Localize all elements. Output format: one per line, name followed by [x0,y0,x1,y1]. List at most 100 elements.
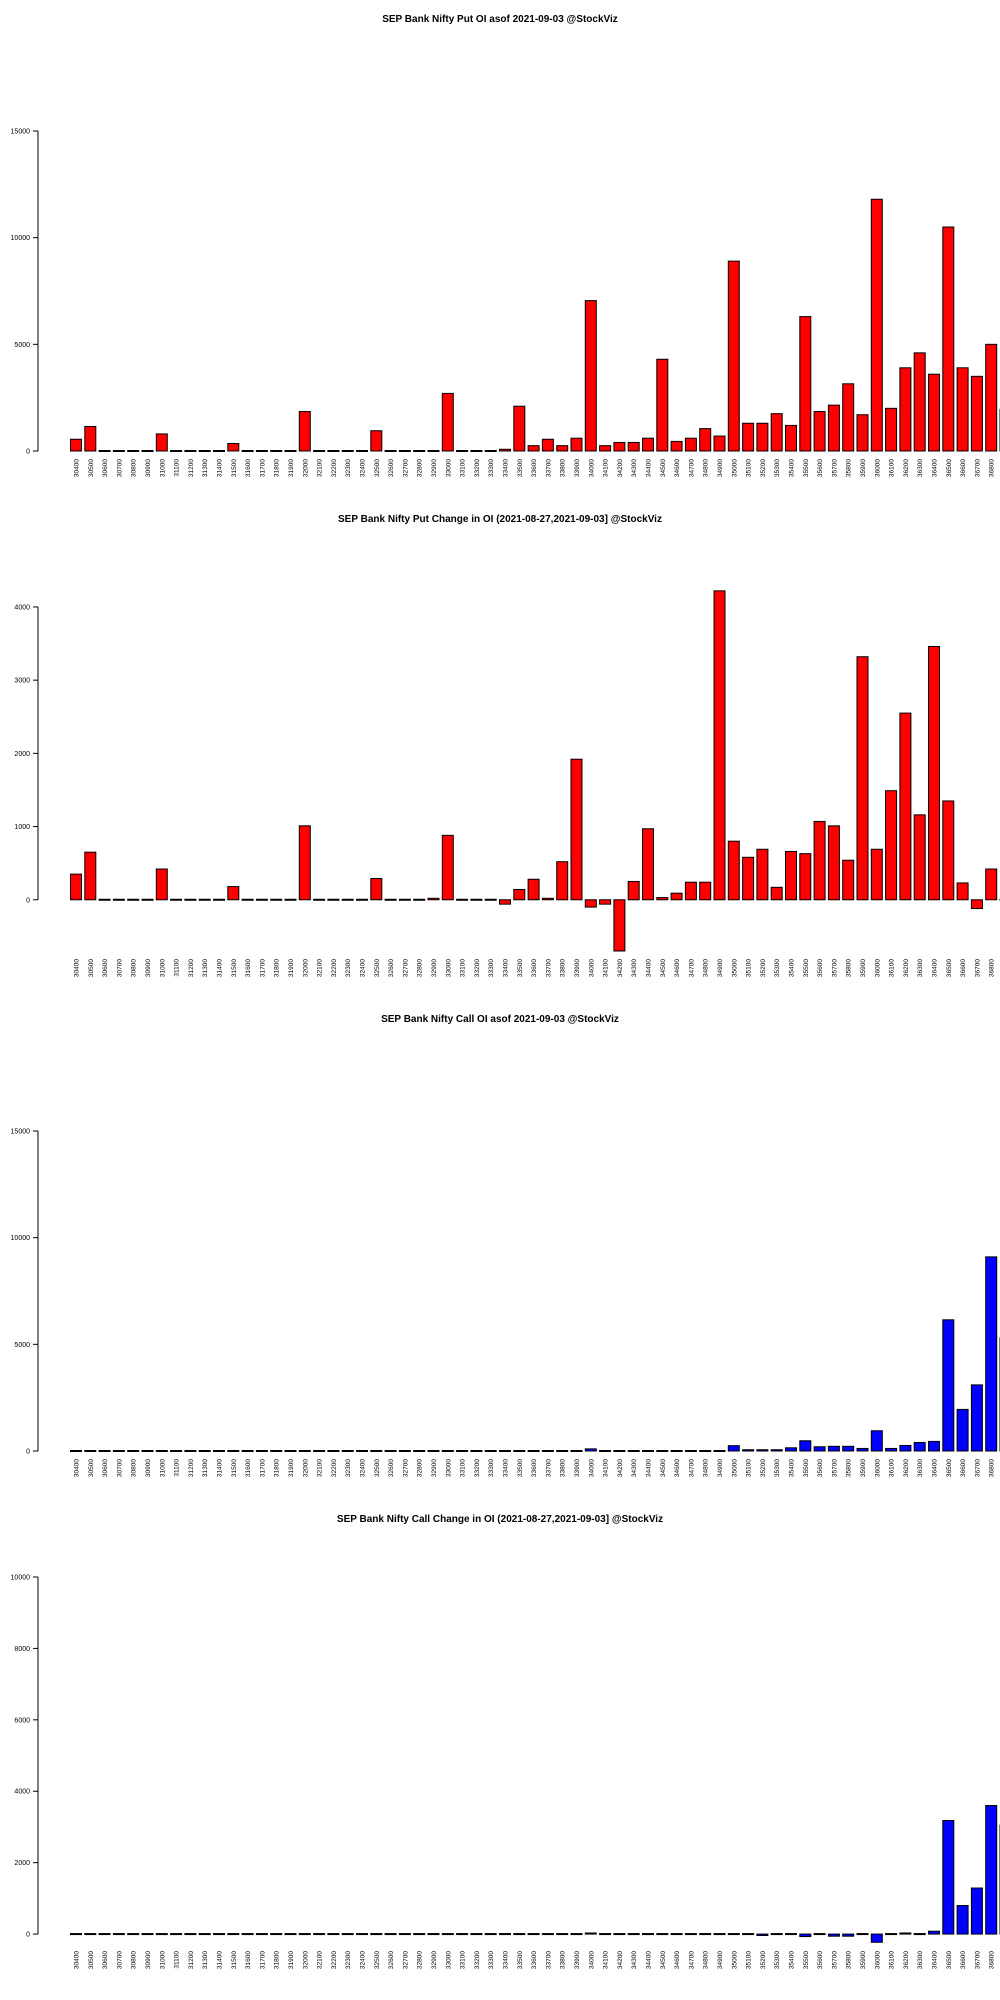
bar-35800 [842,383,855,452]
bar-33100 [456,450,469,452]
bar-34500 [656,358,669,452]
x-tick-label: 32900 [431,459,438,477]
x-tick-label: 33400 [503,1459,510,1477]
bar-30900 [141,450,154,452]
y-tick-label: 8000 [14,1646,30,1653]
x-tick-label: 31000 [159,1951,166,1969]
bar-30800 [127,898,140,901]
x-tick-label: 34000 [588,459,595,477]
bar-34300 [627,880,640,901]
bar-35600 [813,411,826,452]
bar-32600 [384,898,397,901]
x-tick-label: 33100 [460,459,467,477]
bar-33500 [513,889,526,901]
bar-31300 [198,1450,211,1452]
bar-36700 [970,1887,983,1935]
x-tick-label: 35300 [774,459,781,477]
bar-36500 [942,226,955,452]
x-tick-label: 32900 [431,959,438,977]
bar-35000 [727,1445,740,1452]
x-tick-label: 31400 [217,1459,224,1477]
x-tick-label: 31500 [231,1459,238,1477]
bar-33000 [441,1933,454,1936]
y-tick-label: 10000 [11,1575,31,1582]
x-tick-label: 34800 [703,1459,710,1477]
bar-33300 [484,450,497,452]
bar-33700 [541,1450,554,1452]
bar-36600 [956,1905,969,1935]
bar-31000 [155,868,168,901]
bar-31900 [284,450,297,452]
y-tick-label: 1000 [14,824,30,831]
x-tick-label: 35500 [803,1459,810,1477]
x-tick-label: 30900 [145,959,152,977]
x-tick-label: 36100 [889,1459,896,1477]
bar-30500 [84,851,97,901]
x-tick-label: 32700 [402,459,409,477]
x-tick-label: 30600 [102,459,109,477]
bar-30500 [84,1933,97,1936]
x-tick-label: 30400 [74,1459,81,1477]
x-tick-label: 35800 [846,1951,853,1969]
bar-33600 [527,878,540,901]
x-tick-label: 34700 [688,459,695,477]
x-tick-label: 31400 [217,459,224,477]
x-tick-label: 32400 [360,1951,367,1969]
bar-33100 [456,1450,469,1452]
bar-30600 [98,898,111,901]
x-tick-label: 31800 [274,959,281,977]
bar-33800 [556,1450,569,1452]
bar-31500 [227,1933,240,1936]
bar-32400 [356,898,368,901]
x-tick-label: 33800 [560,1951,567,1969]
x-tick-label: 36200 [903,959,910,977]
bar-35000 [727,840,740,901]
x-tick-label: 35900 [860,1951,867,1969]
x-tick-label: 32900 [431,1459,438,1477]
bar-36700 [970,375,983,452]
bar-31000 [155,433,168,452]
x-tick-label: 34300 [631,1459,638,1477]
x-tick-label: 32800 [417,959,424,977]
bar-33300 [484,1450,497,1452]
x-tick-label: 36300 [917,959,924,977]
x-tick-label: 33000 [445,1951,452,1969]
x-tick-label: 33200 [474,1459,481,1477]
call-oi-chart: SEP Bank Nifty Call OI asof 2021-09-03 @… [11,1014,1000,1477]
x-tick-label: 34100 [603,1459,610,1477]
x-tick-label: 34700 [688,1459,695,1477]
bar-31000 [155,1933,168,1936]
bar-35400 [785,850,797,901]
bar-31300 [198,1933,211,1936]
bar-36800 [985,1256,998,1452]
x-tick-label: 31500 [231,959,238,977]
put-oi-change-chart: SEP Bank Nifty Put Change in OI (2021-08… [14,514,1000,977]
x-tick-label: 30700 [116,959,123,977]
x-tick-label: 34100 [603,1951,610,1969]
x-tick-label: 34200 [617,959,624,977]
bar-34800 [699,1450,712,1452]
bar-35300 [770,1933,783,1936]
bar-33700 [541,897,554,901]
bar-31400 [213,1933,225,1936]
x-tick-label: 30900 [145,1459,152,1477]
x-tick-label: 30500 [88,959,95,977]
bar-34400 [642,1933,654,1936]
x-tick-label: 36500 [946,1951,953,1969]
x-tick-label: 32600 [388,1459,395,1477]
bar-35500 [799,316,812,452]
x-tick-label: 36200 [903,459,910,477]
x-tick-label: 32400 [360,1459,367,1477]
bar-35300 [770,413,783,452]
x-tick-label: 30600 [102,1951,109,1969]
bar-33900 [570,758,583,901]
y-tick-label: 6000 [14,1717,30,1724]
bar-30700 [112,450,125,452]
x-tick-label: 32100 [317,459,324,477]
bar-33100 [456,898,469,901]
bar-32100 [313,898,326,901]
x-tick-label: 31500 [231,1951,238,1969]
x-tick-label: 34400 [646,959,653,977]
bar-34700 [684,881,697,901]
bar-34800 [699,881,712,901]
